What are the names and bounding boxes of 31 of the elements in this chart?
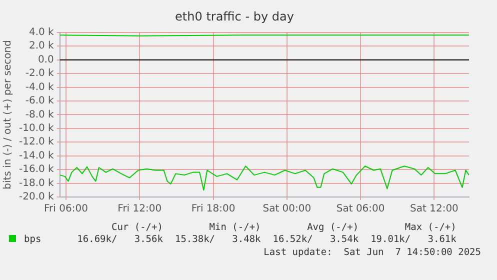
x-tick-label: Sat 06:00	[336, 204, 385, 215]
y-tick-label: 2.0 k	[28, 40, 54, 52]
y-tick-label: -20.0 k	[19, 192, 54, 203]
text: Min (-/+)	[208, 222, 262, 233]
text: Last update: Sat Jun 7 14:50:00 2025	[262, 247, 481, 258]
x-tick-label: Fri 12:00	[118, 204, 162, 215]
x-tick-label: Sat 00:00	[262, 204, 312, 215]
y-tick-label: -8.0 k	[25, 109, 54, 120]
x-tick-label: Sat 12:00	[410, 204, 458, 215]
y-tick-label: -18.0 k	[19, 178, 54, 189]
y-tick-label: 4.0 k	[28, 26, 54, 38]
text: 19.01k/ 3.61k	[370, 233, 458, 246]
y-tick-label: -4.0 k	[25, 82, 54, 93]
text: Avg (-/+)	[306, 222, 360, 233]
y-tick-label: 0.0	[38, 54, 54, 66]
chart-title: eth0 traffic - by day	[175, 9, 294, 24]
x-tick-label: Fri 18:00	[191, 204, 236, 215]
x-tick-label: Fri 06:00	[44, 204, 88, 215]
y-tick-label: -16.0 k	[19, 164, 54, 176]
text: 15.38k/ 3.48k	[174, 233, 262, 246]
text: 16.69k/ 3.56k	[76, 233, 164, 246]
y-tick-label: -6.0 k	[25, 96, 54, 107]
y-tick-label: -12.0 k	[19, 136, 54, 148]
legend-label: bps	[23, 233, 42, 246]
y-tick-label: -14.0 k	[19, 150, 54, 162]
y-tick-label: -2.0 k	[25, 68, 54, 80]
text: Cur (-/+)	[110, 222, 164, 233]
y-axis-title: bits in (-) / out (+) per second	[2, 40, 14, 190]
text: Max (-/+)	[404, 222, 458, 233]
y-tick-label: -10.0 k	[19, 123, 54, 134]
text: 16.52k/ 3.54k	[272, 233, 360, 246]
